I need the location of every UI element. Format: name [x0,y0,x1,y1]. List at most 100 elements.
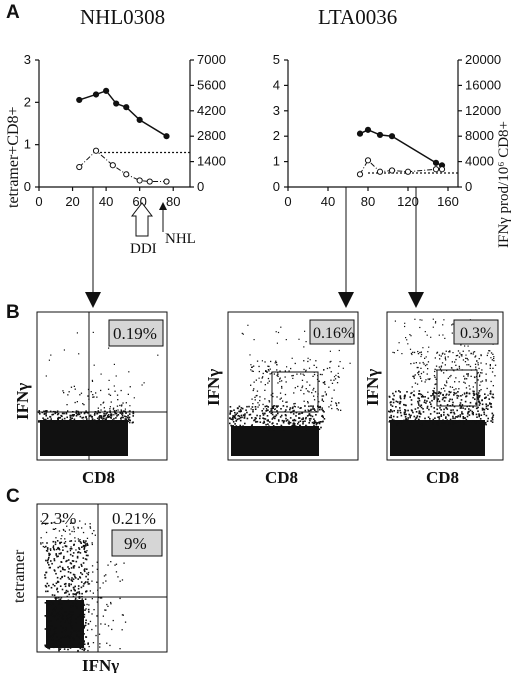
event-dot [128,418,130,420]
event-dot [444,390,446,392]
event-dot [265,408,268,410]
event-dot [58,552,61,555]
data-point-filled [432,159,440,166]
event-dot [75,618,77,620]
event-dot [48,627,51,630]
event-dot [266,419,269,422]
event-dot [462,350,464,352]
event-dot [73,565,76,567]
event-dot [101,421,103,423]
event-dot [79,613,81,616]
event-dot [253,426,256,428]
event-dot [128,413,131,415]
event-dot [81,598,84,600]
event-dot [303,346,305,348]
event-dot [51,562,53,565]
event-dot [64,621,66,624]
event-dot [342,367,344,369]
event-dot [299,412,301,415]
event-dot [478,375,481,378]
event-dot [259,415,261,417]
event-dot [485,373,487,375]
event-dot [323,411,325,413]
event-dot [445,396,447,399]
event-dot [455,388,457,390]
event-dot [422,408,424,410]
event-dot [45,414,47,417]
event-dot [74,537,76,539]
y-right-tick-label: 0 [465,179,472,194]
event-dot [272,392,274,395]
event-dot [419,319,421,321]
event-dot [311,392,313,394]
event-dot [65,591,67,594]
event-dot [45,375,47,377]
event-dot [478,404,481,406]
event-dot [81,527,83,529]
event-dot [77,587,80,590]
event-dot [44,628,47,630]
event-dot [77,649,79,652]
event-dot [85,540,87,542]
event-dot [72,611,75,613]
event-dot [72,637,75,639]
event-dot [67,394,69,396]
event-dot [417,366,419,369]
event-dot [418,410,421,413]
event-dot [392,351,394,353]
event-dot [288,422,291,424]
event-dot [427,397,430,400]
event-dot [100,409,102,411]
event-dot [57,546,59,549]
event-dot [392,398,395,401]
event-dot [457,395,460,397]
event-dot [83,604,86,606]
event-dot [474,351,476,353]
event-dot [443,411,445,414]
event-dot [100,373,102,375]
event-dot [121,614,124,616]
event-dot [466,373,468,375]
event-dot [85,554,88,557]
event-dot [456,368,458,370]
event-dot [297,406,299,408]
event-dot [67,571,70,573]
event-dot [412,411,414,414]
event-dot [458,419,461,422]
event-dot [466,364,468,366]
event-dot [436,423,438,425]
event-dot [84,543,87,545]
event-dot [307,390,309,392]
event-dot [108,415,110,418]
event-dot [113,417,115,420]
event-dot [79,541,82,543]
y-right-tick-label: 2800 [197,128,226,143]
event-dot [438,366,440,368]
event-dot [54,627,56,629]
event-dot [436,420,439,423]
data-point-filled [92,91,100,98]
event-dot [276,369,278,371]
event-dot [70,579,73,581]
event-dot [55,632,57,635]
data-point-open [76,163,83,171]
event-dot [306,415,309,417]
event-dot [275,331,277,333]
event-dot [83,641,85,644]
event-dot [255,395,257,397]
event-dot [113,414,115,416]
event-dot [252,410,254,413]
event-dot [471,410,474,413]
event-dot [240,410,242,412]
event-dot [76,634,78,637]
axis-lines [287,60,459,188]
event-dot [71,560,74,562]
event-dot [246,428,249,430]
event-dot [302,423,304,425]
event-dot [307,360,309,363]
event-dot [443,319,445,321]
event-dot [79,394,81,396]
event-dot [449,398,451,401]
event-dot [474,376,476,379]
event-dot [229,412,232,414]
